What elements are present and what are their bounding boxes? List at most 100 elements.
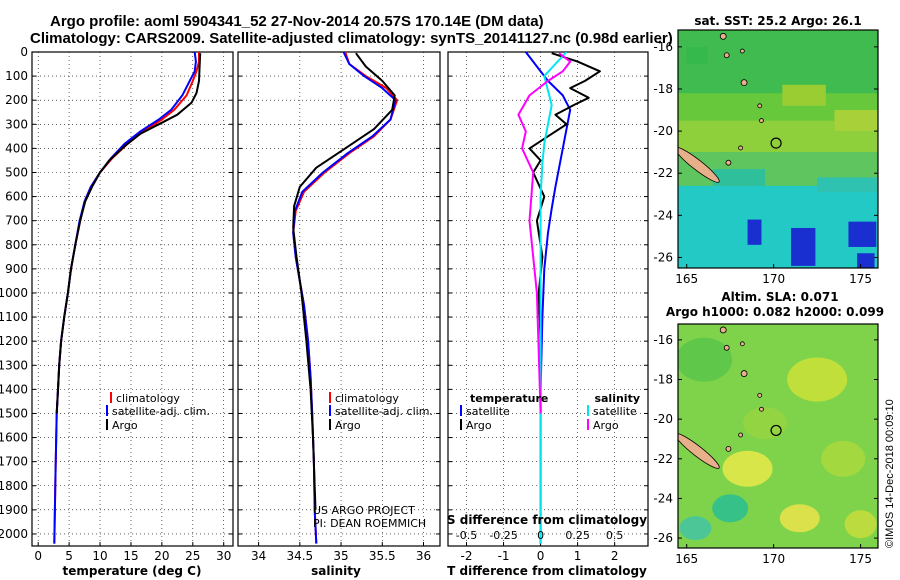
temperature-x-ticks: 0 5 10 15 20 25 30	[34, 549, 231, 563]
diff-legend-salinity-heading: salinity	[594, 392, 640, 405]
island	[725, 159, 732, 166]
x-tick-label: 34	[251, 549, 266, 563]
x-tick-label: 20	[154, 549, 169, 563]
y-tick-label: 1900	[0, 503, 28, 517]
map-lon-label: 170	[762, 552, 785, 566]
map-lat-label: -16	[653, 333, 673, 347]
sla-blob	[742, 407, 787, 440]
map-lon-label: 175	[849, 552, 872, 566]
island	[757, 392, 763, 398]
x-tick-label: 2	[611, 549, 619, 563]
sst-patch	[791, 227, 816, 266]
diff-legend-t-satellite: satellite	[466, 405, 510, 418]
sal-legend-label-argo: Argo	[335, 419, 361, 432]
map-lat-label: -26	[653, 531, 673, 545]
sst-map-axes: 165 170 175 -16 -18 -20 -22 -24 -26	[653, 40, 878, 286]
map-lat-label: -20	[653, 124, 673, 138]
y-tick-label: 1500	[0, 406, 28, 420]
island	[738, 145, 744, 151]
y-tick-label: 300	[5, 117, 28, 131]
y-tick-label: 1700	[0, 455, 28, 469]
island	[739, 341, 745, 347]
sst-band	[678, 185, 878, 268]
sst-patch	[817, 177, 878, 193]
island	[739, 48, 745, 54]
island	[757, 103, 763, 109]
salinity-legend: climatology satellite-adj. clim. Argo	[329, 392, 433, 432]
depth-axis-labels: 0 100 200 300 400 500 600 700 800 900 1000 1100 1200…	[0, 45, 28, 541]
diff-legend-swatch-s-argo	[587, 419, 589, 430]
diff-legend-t-argo: Argo	[466, 419, 492, 432]
credit-project: US ARGO PROJECT	[313, 504, 415, 517]
island	[740, 370, 748, 377]
salinity-x-ticks: 34 34.5 35 35.5 36	[251, 549, 431, 563]
s-tick-label: 0.5	[606, 529, 624, 542]
map-lat-label: -18	[653, 373, 673, 387]
y-tick-label: 600	[5, 190, 28, 204]
sal-legend-swatch-satellite	[329, 405, 331, 416]
salinity-xlabel: salinity	[311, 564, 361, 578]
map-lon-label: 175	[849, 272, 872, 286]
sal-legend-label-satellite: satellite-adj. clim.	[335, 405, 433, 418]
map-lat-label: -22	[653, 166, 673, 180]
y-tick-label: 0	[20, 45, 28, 59]
temperature-panel: 0100200300400500600700800900100011001200…	[0, 45, 234, 563]
sal-legend-swatch-climatology	[329, 392, 331, 403]
y-tick-label: 800	[5, 238, 28, 252]
series-line-argo	[55, 53, 202, 414]
legend-label-argo: Argo	[112, 419, 138, 432]
sal-legend-label-climatology: climatology	[335, 392, 399, 405]
difference-series	[517, 52, 601, 544]
credit-pi: PI: DEAN ROEMMICH	[313, 517, 426, 530]
sst-patch	[782, 84, 826, 106]
s-tick-label: 0.25	[565, 529, 590, 542]
x-tick-label: 34.5	[286, 549, 313, 563]
sla-map-land	[678, 326, 764, 469]
map-lon-label: 165	[675, 552, 698, 566]
diff-legend-temperature-heading: temperature	[470, 392, 548, 405]
x-tick-label: 1	[574, 549, 582, 563]
s-difference-xlabel: S difference from climatology	[447, 513, 647, 527]
sla-blob	[821, 440, 866, 477]
sla-map-title: Altim. SLA: 0.071	[721, 290, 838, 304]
temperature-xlabel: temperature (deg C)	[63, 564, 202, 578]
y-tick-label: 500	[5, 165, 28, 179]
island	[723, 52, 730, 59]
salinity-panel: 34 34.5 35 35.5 36	[237, 51, 441, 563]
series-line-temperature-argo	[528, 52, 601, 414]
y-tick-label: 1300	[0, 358, 28, 372]
map-lon-label: 165	[675, 272, 698, 286]
y-tick-label: 1100	[0, 310, 28, 324]
series-line-salinity-argo	[517, 52, 572, 414]
diff-legend-s-argo: Argo	[593, 419, 619, 432]
difference-xlabel: T difference from climatology	[447, 564, 647, 578]
x-tick-label: -1	[498, 549, 510, 563]
sla-map-subtitle: Argo h1000: 0.082 h2000: 0.099	[666, 305, 884, 319]
island	[719, 326, 727, 334]
x-tick-label: 10	[92, 549, 107, 563]
island	[723, 344, 730, 351]
diff-legend-s-satellite: satellite	[593, 405, 637, 418]
salinity-series	[292, 52, 399, 544]
sla-blob	[678, 337, 733, 382]
sla-map-field	[678, 337, 877, 541]
legend-swatch-climatology	[110, 392, 112, 403]
x-tick-label: 36	[416, 549, 431, 563]
diff-legend-swatch-t-satellite	[460, 405, 462, 416]
diff-legend-swatch-s-satellite	[587, 405, 589, 416]
x-tick-label: 5	[65, 549, 73, 563]
y-tick-label: 1000	[0, 286, 28, 300]
x-tick-label: 0	[34, 549, 42, 563]
sla-map-float-marker	[770, 424, 782, 437]
sla-map	[678, 324, 878, 548]
legend-label-satellite: satellite-adj. clim.	[112, 405, 210, 418]
sst-map-float-marker	[770, 137, 782, 149]
y-tick-label: 1400	[0, 382, 28, 396]
legend-swatch-satellite	[106, 405, 108, 416]
island	[719, 32, 727, 40]
x-tick-label: -2	[461, 549, 473, 563]
x-tick-label: 35.5	[369, 549, 396, 563]
sst-patch	[686, 46, 708, 64]
x-tick-label: 0	[537, 549, 545, 563]
